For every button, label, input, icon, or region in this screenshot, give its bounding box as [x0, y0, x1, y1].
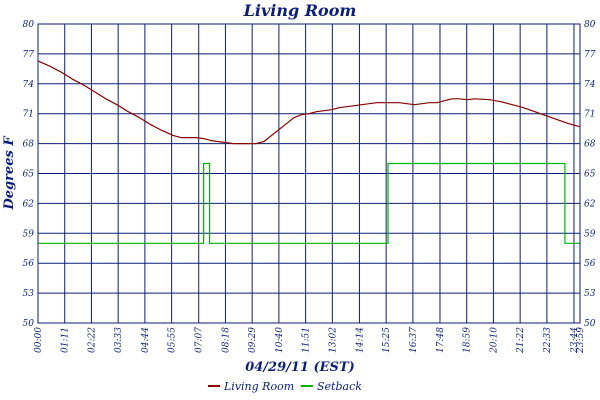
- x-tick-label: 05:55: [168, 327, 178, 353]
- y-tick-label-right: 59: [584, 229, 596, 239]
- plot-border: [37, 23, 581, 324]
- x-tick-label: 07:07: [195, 327, 205, 353]
- grid-lines: [38, 24, 580, 323]
- x-tick-label: 23:59: [576, 327, 586, 354]
- x-axis-label: 04/29/11 (EST): [245, 360, 355, 375]
- y-tick-label-left: 50: [23, 319, 35, 329]
- y-tick-label-left: 71: [23, 110, 34, 120]
- x-tick-label: 18:59: [463, 327, 473, 353]
- x-tick-label: 01:11: [61, 327, 71, 353]
- x-tick-label: 14:14: [355, 327, 365, 353]
- y-tick-label-right: 62: [584, 199, 596, 209]
- y-tick-label-left: 80: [23, 20, 35, 30]
- x-tick-label: 13:02: [328, 327, 338, 353]
- legend-label-setback: Setback: [317, 380, 362, 393]
- y-tick-label-left: 65: [23, 170, 35, 180]
- x-tick-label: 21:22: [516, 327, 526, 354]
- y-tick-label-right: 80: [584, 20, 596, 30]
- x-tick-label: 20:10: [489, 327, 499, 354]
- chart-title: Living Room: [243, 1, 357, 20]
- x-tick-label: 10:40: [275, 327, 285, 353]
- legend: Living Room Setback: [208, 380, 362, 393]
- series-line-setback: [38, 162, 580, 244]
- x-tick-label: 00:00: [34, 327, 44, 353]
- y-tick-label-left: 62: [23, 199, 35, 209]
- x-tick-label: 02:22: [87, 327, 97, 353]
- x-tick-label: 15:25: [382, 327, 392, 353]
- y-tick-label-left: 77: [23, 50, 35, 60]
- y-tick-label-right: 56: [584, 259, 596, 269]
- y-tick-label-left: 68: [23, 140, 35, 150]
- y-tick-label-right: 77: [584, 50, 596, 60]
- y-tick-label-right: 74: [584, 80, 596, 90]
- y-tick-label-right: 68: [584, 140, 596, 150]
- x-tick-label: 23:44: [570, 327, 580, 354]
- y-axis-right: 50 53 56 59 62 65 68 71 74 77 80: [584, 20, 596, 329]
- y-tick-label-left: 74: [23, 80, 35, 90]
- y-tick-label-left: 56: [23, 259, 35, 269]
- y-tick-label-right: 53: [584, 289, 596, 299]
- series-layer: [37, 60, 581, 244]
- y-axis-label: Degrees F: [2, 136, 17, 211]
- x-tick-label: 09:29: [248, 327, 258, 353]
- x-tick-label: 04:44: [141, 327, 151, 353]
- y-tick-label-right: 65: [584, 170, 596, 180]
- series-line-living-room: [37, 60, 581, 145]
- y-tick-label-right: 71: [584, 110, 595, 120]
- x-tick-label: 08:18: [221, 327, 231, 353]
- x-tick-label: 22:33: [543, 327, 553, 354]
- y-axis-left: 50 53 56 59 62 65 68 71 74 77 80: [23, 20, 35, 329]
- x-tick-label: 17:48: [436, 327, 446, 353]
- x-axis: 00:00 01:11 02:22 03:33 04:44 05:55 07:07 08:18…: [34, 327, 586, 354]
- x-tick-label: 03:33: [114, 327, 124, 353]
- y-tick-label-right: 50: [584, 319, 596, 329]
- y-tick-label-left: 59: [23, 229, 35, 239]
- x-tick-label: 16:37: [409, 327, 419, 353]
- y-tick-label-left: 53: [23, 289, 35, 299]
- legend-label-living-room: Living Room: [223, 380, 294, 393]
- x-tick-label: 11:51: [302, 327, 312, 353]
